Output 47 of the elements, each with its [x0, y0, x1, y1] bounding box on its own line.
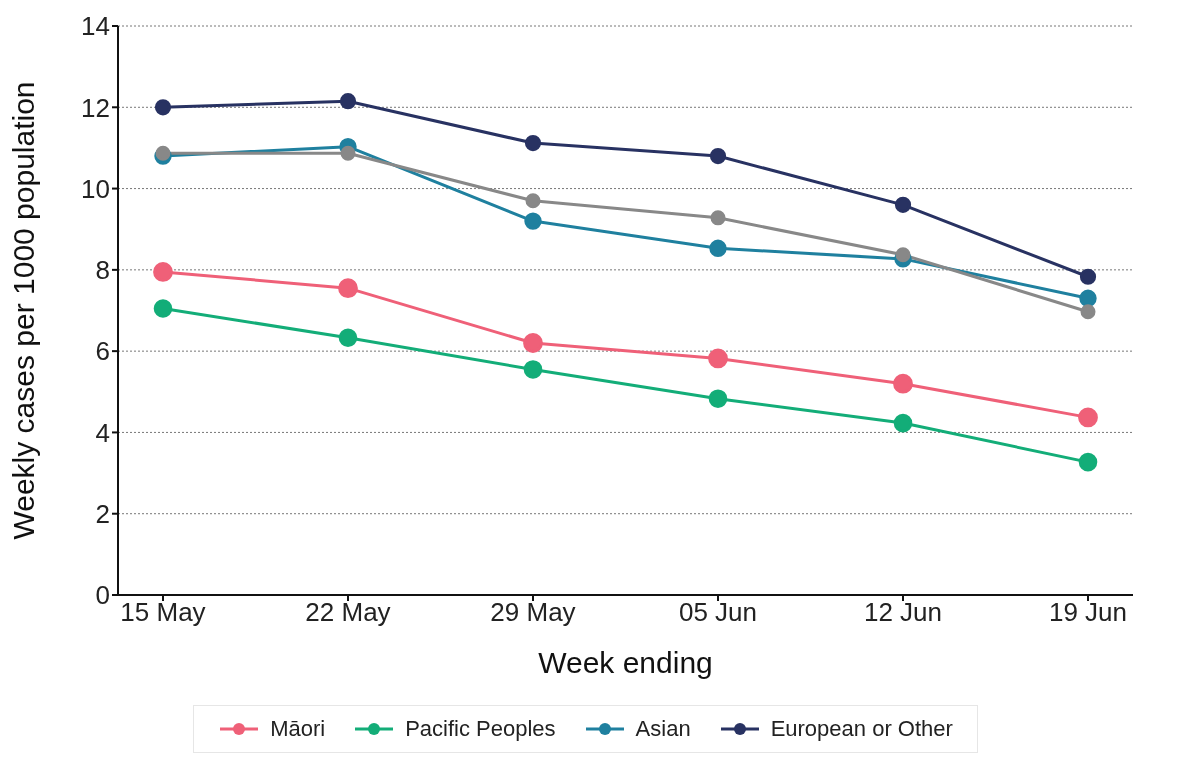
x-tick-label: 29 May — [490, 597, 576, 628]
point — [523, 360, 543, 379]
point — [153, 299, 173, 318]
y-tick-label: 2 — [95, 498, 110, 529]
point — [893, 413, 913, 433]
point — [708, 389, 728, 408]
legend-label: European or Other — [770, 716, 953, 742]
point — [338, 328, 358, 348]
point — [523, 333, 543, 353]
y-tick-label: 8 — [95, 255, 110, 286]
point — [895, 247, 911, 263]
point — [153, 261, 173, 282]
x-tick-label: 05 Jun — [678, 597, 758, 628]
legend-label: Asian — [635, 716, 691, 742]
point — [1078, 452, 1098, 472]
point — [1078, 407, 1098, 428]
x-tick-label: 12 Jun — [863, 597, 943, 628]
y-tick-label: 12 — [81, 92, 110, 123]
legend-label: Māori — [270, 716, 326, 742]
y-tick-label: 4 — [95, 417, 110, 448]
point — [894, 196, 912, 213]
point — [340, 145, 356, 161]
point — [339, 93, 357, 110]
point — [338, 278, 358, 299]
legend-label: Pacific Peoples — [405, 716, 556, 742]
point — [709, 239, 727, 258]
point — [893, 373, 913, 394]
y-tick-label: 6 — [95, 336, 110, 367]
point — [708, 348, 728, 369]
y-axis-title: Weekly cases per 1000 population — [6, 81, 40, 540]
y-tick-label: 0 — [95, 580, 110, 611]
point — [1079, 268, 1097, 285]
point — [525, 193, 541, 209]
x-tick-label: 19 Jun — [1048, 597, 1128, 628]
x-tick-label: 15 May — [120, 597, 206, 628]
point — [524, 134, 542, 152]
point — [1079, 289, 1097, 308]
x-tick-label: 22 May — [305, 597, 391, 628]
point — [709, 147, 727, 165]
y-tick-label: 10 — [81, 173, 110, 204]
point — [524, 212, 542, 230]
point — [710, 210, 726, 226]
point — [1080, 304, 1096, 320]
point — [155, 145, 171, 161]
x-axis-title: Week ending — [538, 646, 713, 679]
point — [154, 99, 172, 116]
y-tick-label: 14 — [81, 11, 110, 42]
